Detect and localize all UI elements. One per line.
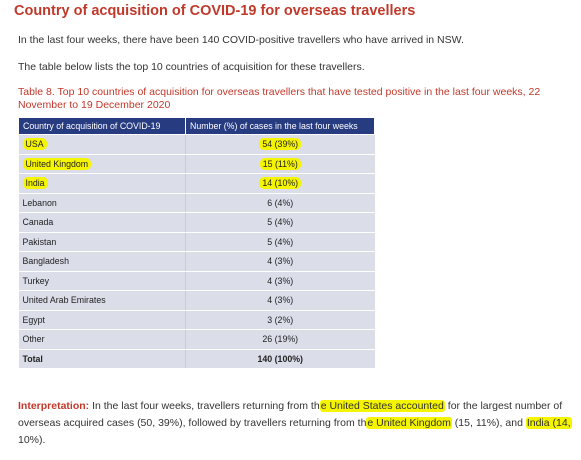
country-cell: Bangladesh xyxy=(18,251,186,272)
cases-cell: 54 (39%) xyxy=(185,134,375,155)
highlighted-cases: 15 (11%) xyxy=(259,157,301,170)
cases-cell: 3 (2%) xyxy=(185,309,375,330)
header-cases: Number (%) of cases in the last four wee… xyxy=(185,117,375,135)
interpretation-label: Interpretation: xyxy=(18,400,90,412)
country-cell: USA xyxy=(18,134,186,155)
cases-cell: 15 (11%) xyxy=(185,153,375,174)
table-intro-paragraph: The table below lists the top 10 countri… xyxy=(18,61,365,73)
table-row: Pakistan 5 (4%) xyxy=(18,231,375,252)
total-label-cell: Total xyxy=(18,348,186,369)
interpretation-highlight: India (14, xyxy=(525,417,572,429)
country-cell: Turkey xyxy=(18,270,186,291)
table-row: Egypt 3 (2%) xyxy=(18,309,375,330)
country-cell: Canada xyxy=(18,212,186,233)
table-caption: Table 8. Top 10 countries of acquisition… xyxy=(18,86,541,111)
cases-cell: 4 (3%) xyxy=(185,251,375,272)
interpretation-paragraph: Interpretation: In the last four weeks, … xyxy=(18,398,576,449)
interpretation-text: for the largest number of overseas acqui… xyxy=(18,400,563,429)
cases-cell: 26 (19%) xyxy=(185,329,375,350)
highlighted-country: United Kingdom xyxy=(22,157,92,170)
intro-paragraph: In the last four weeks, there have been … xyxy=(18,34,464,46)
table-row: Bangladesh 4 (3%) xyxy=(18,251,375,272)
country-cell: Egypt xyxy=(18,309,186,330)
interpretation-text: 10%). xyxy=(18,434,46,446)
interpretation-text: In the last four weeks, travellers retur… xyxy=(89,400,320,412)
cases-cell: 4 (3%) xyxy=(185,290,375,311)
interpretation-highlight: e United Kingdom xyxy=(366,417,452,429)
table-total-row: Total 140 (100%) xyxy=(18,348,375,369)
table-row: Lebanon 6 (4%) xyxy=(18,192,375,213)
header-country: Country of acquisition of COVID-19 xyxy=(18,117,186,135)
countries-table: Country of acquisition of COVID-19 Numbe… xyxy=(18,117,375,369)
table-row: USA 54 (39%) xyxy=(18,134,375,155)
table-row: United Arab Emirates 4 (3%) xyxy=(18,290,375,311)
total-value-cell: 140 (100%) xyxy=(185,348,375,369)
highlighted-country: India xyxy=(22,177,48,190)
table-row: Turkey 4 (3%) xyxy=(18,270,375,291)
table-row: United Kingdom 15 (11%) xyxy=(18,153,375,174)
table-row: Canada 5 (4%) xyxy=(18,212,375,233)
country-cell: United Kingdom xyxy=(18,153,186,174)
country-cell: Lebanon xyxy=(18,192,186,213)
cases-cell: 14 (10%) xyxy=(185,173,375,194)
country-cell: Other xyxy=(18,329,186,350)
page-heading: Country of acquisition of COVID-19 for o… xyxy=(14,3,416,19)
interpretation-highlight: e United States accounted xyxy=(319,400,445,412)
country-cell: United Arab Emirates xyxy=(18,290,186,311)
table-header-row: Country of acquisition of COVID-19 Numbe… xyxy=(18,117,375,135)
cases-cell: 5 (4%) xyxy=(185,231,375,252)
highlighted-country: USA xyxy=(22,138,47,151)
interpretation-text: (15, 11%), and xyxy=(451,417,526,429)
table-row: India 14 (10%) xyxy=(18,173,375,194)
country-cell: Pakistan xyxy=(18,231,186,252)
highlighted-cases: 14 (10%) xyxy=(259,177,302,190)
cases-cell: 4 (3%) xyxy=(185,270,375,291)
country-cell: India xyxy=(18,173,186,194)
highlighted-cases: 54 (39%) xyxy=(259,138,302,151)
table-row: Other 26 (19%) xyxy=(18,329,375,350)
cases-cell: 6 (4%) xyxy=(185,192,375,213)
cases-cell: 5 (4%) xyxy=(185,212,375,233)
